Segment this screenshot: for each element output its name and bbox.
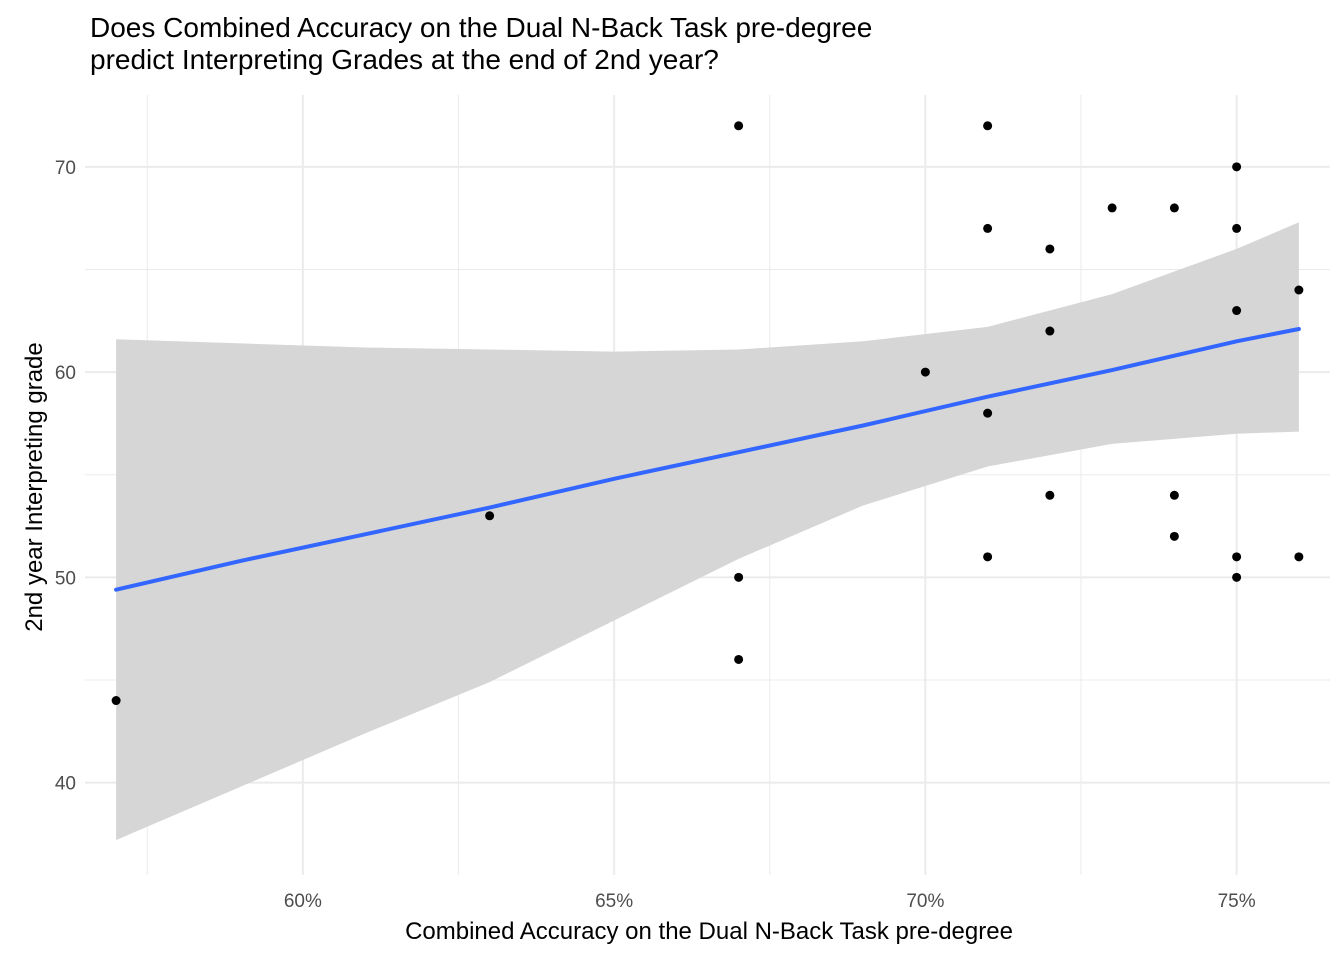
y-tick-labels: 40 50 60 70 <box>55 158 76 795</box>
data-point <box>1232 162 1242 172</box>
data-point <box>1294 552 1304 562</box>
trend-line-layer <box>114 327 1301 592</box>
y-tick-label: 50 <box>55 568 76 589</box>
data-point <box>734 654 744 664</box>
data-point <box>111 696 121 706</box>
y-tick-label: 60 <box>55 363 76 384</box>
trend-line <box>114 327 1301 592</box>
data-point <box>1232 223 1242 233</box>
data-point <box>1232 572 1242 582</box>
data-point <box>983 408 993 418</box>
x-tick-label: 70% <box>906 891 944 912</box>
data-point <box>1045 490 1055 500</box>
data-point <box>734 572 744 582</box>
y-axis-label: 2nd year Interpreting grade <box>21 342 48 632</box>
points-layer <box>111 121 1304 706</box>
confidence-band <box>116 222 1299 841</box>
data-point <box>1045 244 1055 254</box>
chart-title: Does Combined Accuracy on the Dual N-Bac… <box>90 12 873 75</box>
data-point <box>920 367 930 377</box>
data-point <box>983 552 993 562</box>
x-axis-label: Combined Accuracy on the Dual N-Back Tas… <box>405 918 1013 945</box>
data-point <box>1169 203 1179 213</box>
data-point <box>1169 531 1179 541</box>
y-tick-label: 70 <box>55 158 76 179</box>
data-point <box>1232 552 1242 562</box>
data-point <box>983 121 993 131</box>
data-point <box>1232 306 1242 316</box>
data-point <box>1107 203 1117 213</box>
y-tick-label: 40 <box>55 774 76 795</box>
data-point <box>734 121 744 131</box>
data-point <box>1294 285 1304 295</box>
confidence-band-layer <box>116 222 1299 841</box>
data-point <box>983 223 993 233</box>
data-point <box>1045 326 1055 336</box>
x-tick-labels: 60% 65% 70% 75% <box>284 891 1256 912</box>
x-tick-label: 60% <box>284 891 322 912</box>
x-tick-label: 75% <box>1218 891 1256 912</box>
data-point <box>485 511 495 521</box>
data-point <box>1169 490 1179 500</box>
x-tick-label: 65% <box>595 891 633 912</box>
